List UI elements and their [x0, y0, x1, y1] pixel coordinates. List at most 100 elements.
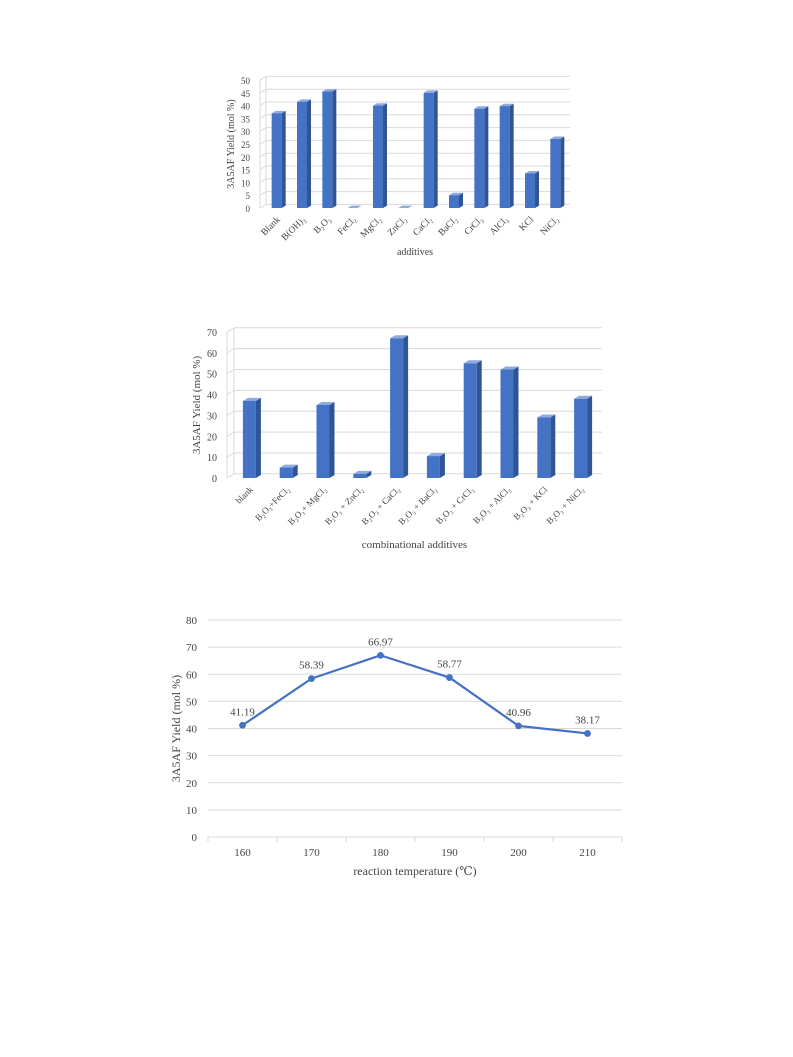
bar-side: [307, 99, 311, 208]
x-category-label: MgCl₂: [359, 215, 384, 240]
bar-top: [449, 192, 463, 196]
bar-top: [426, 453, 445, 457]
data-point: [446, 674, 453, 681]
gridline-depth: [226, 369, 235, 375]
bar: [322, 91, 333, 208]
gridline-depth: [259, 152, 267, 158]
x-category-label: CrCl₃: [463, 215, 485, 237]
x-category-label: CaCl₂: [412, 215, 435, 238]
bar-top: [537, 414, 556, 418]
bar-top: [423, 90, 438, 93]
y-axis-title: 3A5AF Yield (mol %): [169, 675, 183, 782]
bar-top: [316, 402, 335, 405]
bar-side: [366, 470, 372, 478]
data-label: 66.97: [368, 636, 393, 648]
bar: [463, 363, 477, 478]
bar: [499, 106, 510, 208]
gridline-depth: [259, 203, 267, 209]
x-category-label: B₂O₃ + NiCl₂: [544, 484, 586, 526]
x-tick-label: 180: [372, 847, 389, 859]
bar-top: [550, 136, 565, 139]
x-tick-label: 190: [441, 847, 458, 859]
bar: [297, 101, 307, 208]
x-axis-title: additives: [397, 247, 433, 258]
x-category-label: FeCl₂: [336, 215, 358, 237]
bar-side: [332, 89, 337, 208]
bar-side: [292, 464, 298, 478]
x-category-label: AlCl₃: [488, 215, 510, 237]
y-tick-label: 60: [207, 349, 217, 360]
y-tick-label: 50: [207, 370, 217, 381]
bar: [353, 473, 367, 478]
gridline-depth: [226, 327, 235, 333]
bar-side: [255, 397, 261, 478]
x-tick-label: 170: [303, 847, 320, 859]
gridline-depth: [226, 410, 235, 416]
y-tick-label: 70: [186, 642, 198, 654]
bar-top: [271, 110, 286, 114]
bar: [373, 105, 383, 208]
gridline-depth: [226, 452, 235, 458]
bar-side: [550, 414, 556, 478]
bar-side: [281, 110, 286, 208]
x-axis-title: combinational additives: [362, 539, 467, 551]
bar-side: [587, 395, 593, 478]
gridline-depth: [259, 191, 267, 196]
y-tick-label: 50: [241, 76, 251, 86]
x-category-label: ZnCl₂: [386, 215, 409, 238]
bar-top: [574, 395, 593, 399]
x-category-label: NiCl₂: [539, 215, 561, 237]
temperature-line-chart: 0 10 20 30 40 50 60 70 80 41.19 160 58.39 170 66.97 18…: [169, 615, 623, 878]
bar: [426, 456, 440, 478]
bar-side: [513, 366, 519, 478]
x-tick-label: 200: [510, 847, 527, 859]
bar: [574, 398, 588, 478]
x-category-label: B₂O₃ + AlCl₃: [471, 484, 512, 525]
series-line: [241, 654, 588, 735]
y-tick-label: 30: [241, 127, 251, 137]
bar-top: [373, 103, 387, 106]
bar-top: [279, 464, 298, 468]
y-tick-label: 45: [241, 89, 251, 99]
y-tick-label: 40: [186, 724, 198, 736]
x-category-label: KCl: [518, 215, 537, 234]
x-axis-title: reaction temperature (℃): [353, 864, 476, 878]
gridline-depth: [259, 114, 267, 119]
y-tick-label: 0: [246, 204, 251, 214]
bar-top: [297, 99, 311, 102]
x-category-label: B₂O₃ + ZnCl₂: [323, 484, 365, 526]
x-tick-label: 160: [234, 847, 251, 859]
bar: [500, 369, 514, 478]
bar-top: [463, 360, 482, 364]
bar-top: [390, 335, 409, 339]
x-category-label: Blank: [260, 215, 283, 238]
y-tick-label: 20: [241, 153, 251, 163]
y-tick-label: 10: [207, 453, 217, 464]
y-tick-label: 5: [246, 191, 251, 201]
y-tick-label: 20: [186, 778, 198, 790]
bar-side: [509, 103, 514, 208]
y-tick-label: 35: [241, 114, 251, 124]
y-tick-label: 20: [207, 432, 217, 443]
bar-top: [322, 89, 337, 92]
data-point: [308, 675, 315, 683]
bar-top: [500, 366, 519, 370]
bar-side: [439, 453, 445, 478]
gridline-depth: [226, 389, 235, 396]
bar: [474, 108, 485, 208]
bar: [449, 195, 459, 208]
x-category-label: B₂O₃+FeCl₂: [253, 484, 292, 523]
gridline-depth: [226, 473, 235, 479]
bar-top: [353, 470, 372, 474]
x-category-label: BaCl₂: [437, 215, 460, 238]
bar: [271, 113, 282, 208]
y-tick-label: 25: [241, 140, 251, 150]
gridline-depth: [259, 165, 267, 171]
y-axis-title: 3A5AF Yield (mol %): [226, 99, 237, 188]
bar: [537, 417, 551, 478]
data-point: [584, 730, 591, 737]
gridline-depth: [259, 101, 267, 107]
bar-side: [329, 402, 335, 478]
gridline-depth: [259, 139, 267, 145]
